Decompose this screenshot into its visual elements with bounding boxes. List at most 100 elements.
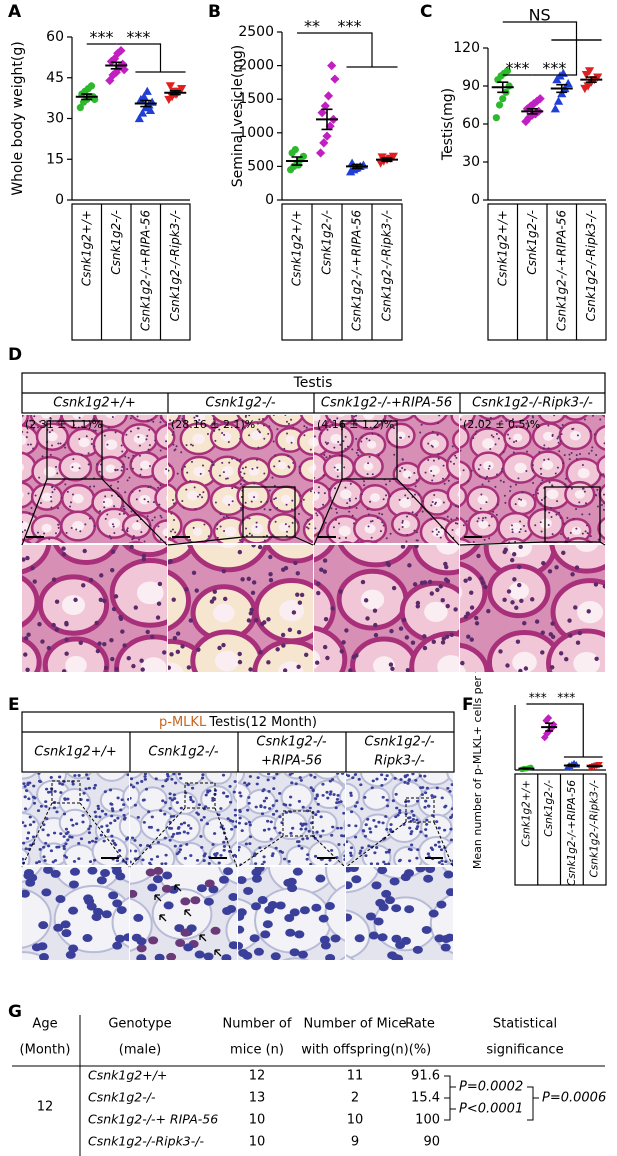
tubule	[232, 783, 237, 804]
lumen	[280, 494, 292, 504]
point	[145, 105, 156, 114]
nucleus	[411, 511, 414, 514]
y-tick-label: 60	[462, 116, 480, 132]
y-tick-label: 500	[247, 158, 274, 174]
nucleus	[301, 805, 305, 809]
nucleus	[161, 799, 165, 803]
nucleus	[540, 472, 543, 475]
nucleus	[178, 848, 183, 851]
nucleus	[87, 786, 92, 790]
nucleus	[152, 420, 155, 423]
nucleus	[297, 950, 308, 959]
nucleus	[391, 954, 402, 960]
nucleus	[492, 510, 495, 513]
nucleus	[160, 417, 163, 420]
nucleus	[195, 859, 200, 862]
nucleus	[248, 532, 251, 535]
tubule	[154, 423, 167, 451]
nucleus	[337, 440, 340, 443]
nucleus	[431, 430, 434, 433]
nucleus	[444, 510, 447, 513]
nucleus	[472, 540, 475, 543]
nucleus	[368, 827, 372, 831]
nucleus	[563, 454, 566, 457]
stain-name: p-MLKL	[159, 715, 207, 730]
nucleus	[433, 843, 438, 847]
nucleus	[271, 852, 275, 855]
nucleus	[255, 521, 258, 524]
nucleus	[244, 466, 247, 469]
nucleus	[93, 858, 97, 862]
lumen	[573, 652, 601, 672]
nucleus	[157, 525, 160, 528]
nucleus	[177, 773, 181, 776]
nucleus	[239, 437, 242, 440]
x-tick-label: Csnk1g2+/+	[290, 210, 304, 286]
nucleus	[262, 855, 266, 859]
nucleus	[359, 783, 363, 787]
nucleus	[257, 545, 263, 550]
tubule	[187, 545, 269, 573]
zoom-line	[345, 821, 407, 868]
nucleus	[421, 510, 424, 513]
nucleus	[96, 876, 107, 885]
nucleus	[50, 869, 61, 878]
nucleus	[404, 635, 410, 640]
nucleus	[211, 843, 215, 846]
nucleus	[437, 530, 440, 533]
nucleus	[181, 468, 184, 471]
tubule	[53, 884, 129, 954]
nucleus	[271, 812, 276, 816]
nucleus	[149, 485, 152, 488]
nucleus	[240, 829, 244, 833]
nucleus	[363, 834, 368, 838]
lumen	[517, 499, 527, 507]
nucleus	[36, 809, 41, 812]
nucleus	[113, 594, 119, 599]
nucleus	[278, 831, 282, 835]
nucleus	[194, 588, 199, 593]
nucleus	[443, 828, 447, 832]
lumen	[338, 525, 351, 537]
nucleus	[84, 476, 87, 479]
nucleus	[130, 460, 133, 463]
tubule	[298, 456, 313, 483]
nucleus	[342, 811, 345, 815]
nucleus	[370, 536, 373, 539]
nucleus	[238, 948, 249, 957]
significance-bracket	[549, 703, 603, 758]
sem-bar	[140, 99, 152, 108]
nucleus	[65, 531, 68, 534]
lumen	[340, 489, 352, 500]
nucleus	[269, 500, 272, 503]
e-column-header: Ripk3-/-	[374, 754, 425, 769]
nucleus	[131, 467, 134, 470]
nucleus	[512, 451, 515, 454]
nucleus	[234, 486, 237, 489]
nucleus	[283, 878, 294, 887]
lumen	[482, 438, 495, 449]
nucleus	[389, 495, 392, 498]
nucleus	[43, 867, 54, 874]
nucleus	[171, 424, 174, 427]
nucleus	[409, 832, 413, 836]
tubule	[168, 415, 181, 426]
nucleus	[240, 506, 243, 509]
nucleus	[486, 475, 489, 478]
nucleus	[169, 815, 173, 818]
lumen	[22, 463, 25, 472]
nucleus	[85, 435, 88, 438]
x-tick-label: Csnk1g2+/+	[520, 780, 532, 847]
nucleus	[445, 888, 453, 897]
nucleus	[377, 933, 388, 942]
lumen	[213, 603, 235, 623]
point	[113, 48, 123, 58]
nucleus	[140, 780, 144, 783]
nucleus	[166, 774, 170, 778]
nucleus	[140, 667, 145, 672]
nucleus	[477, 517, 480, 520]
nucleus	[62, 835, 66, 838]
nucleus	[360, 440, 363, 443]
lumen	[314, 463, 317, 472]
nucleus	[177, 826, 181, 829]
